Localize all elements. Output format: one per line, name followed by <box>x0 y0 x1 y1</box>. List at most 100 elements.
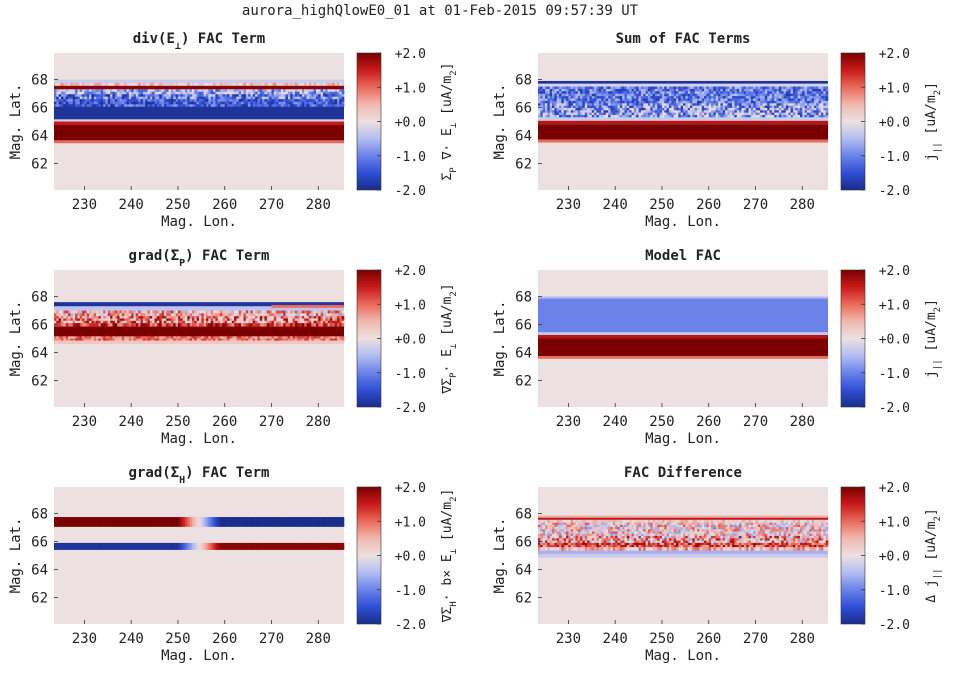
heatmap-cell <box>255 316 258 319</box>
heatmap-cell <box>152 338 155 341</box>
heatmap-cell <box>640 533 644 537</box>
heatmap-cell <box>329 99 333 102</box>
heatmap-cell <box>341 89 345 93</box>
heatmap-cell <box>299 96 303 100</box>
heatmap-cell <box>199 89 202 93</box>
heatmap-cell <box>54 310 57 314</box>
heatmap-cell <box>795 100 798 104</box>
heatmap-cell <box>661 112 665 116</box>
heatmap-cell <box>93 89 97 93</box>
heatmap-cell <box>189 89 193 93</box>
heatmap-cell <box>311 96 314 100</box>
heatmap-cell <box>266 104 270 108</box>
colorbar-tick-label: +1.0 <box>395 81 426 96</box>
heatmap-cell <box>652 107 656 111</box>
heatmap-cell <box>715 529 719 532</box>
heatmap-cell <box>598 107 602 111</box>
heatmap-cell <box>757 107 761 111</box>
heatmap-cell <box>114 323 118 327</box>
heatmap-cell <box>750 96 754 99</box>
heatmap-cell <box>54 104 57 108</box>
heatmap-cell <box>788 100 791 104</box>
heatmap-cell <box>322 99 326 102</box>
heatmap-cell <box>713 531 717 535</box>
heatmap-cell <box>643 529 646 532</box>
heatmap-cell <box>58 89 62 93</box>
heatmap-cell <box>746 88 749 92</box>
heatmap-cell <box>61 104 64 108</box>
heatmap-cell <box>598 88 602 92</box>
heatmap-cell <box>336 542 340 550</box>
heatmap-cell <box>767 527 770 530</box>
heatmap-cell <box>91 310 95 314</box>
heatmap-cell <box>320 336 324 339</box>
heatmap-cell <box>278 336 282 339</box>
heatmap-cell <box>762 100 766 104</box>
heatmap-cell <box>783 98 787 102</box>
heatmap-cell <box>98 338 102 341</box>
panel-title: div(E⊥) FAC Term <box>133 31 265 52</box>
heatmap-cell <box>612 86 616 90</box>
heatmap-cell <box>594 531 597 535</box>
heatmap-cell <box>671 103 674 106</box>
heatmap-cell <box>255 91 258 95</box>
heatmap-cell <box>156 323 160 327</box>
heatmap-cell <box>601 533 604 537</box>
heatmap-cell <box>650 105 653 109</box>
heatmap-cell <box>552 103 555 106</box>
heatmap-cell <box>584 527 588 530</box>
heatmap-cell <box>633 527 637 530</box>
heatmap-cell <box>86 89 90 93</box>
heatmap-cell <box>643 98 646 102</box>
heatmap-cell <box>110 318 113 322</box>
heatmap-cell <box>538 91 541 95</box>
heatmap-cell <box>285 96 289 100</box>
heatmap-cell <box>654 531 658 535</box>
heatmap-cell <box>72 99 76 102</box>
heatmap-cell <box>173 542 176 550</box>
heatmap-cell <box>580 533 583 537</box>
heatmap-cell <box>93 336 97 339</box>
heatmap-cell <box>210 101 214 105</box>
heatmap-cell <box>250 323 254 327</box>
heatmap-cell <box>764 93 768 97</box>
heatmap-cell <box>612 112 616 116</box>
heatmap-cell <box>582 105 586 109</box>
heatmap-cell <box>792 522 796 526</box>
heatmap-cell <box>654 529 658 532</box>
heatmap-cell <box>797 110 801 113</box>
heatmap-cell <box>63 89 66 93</box>
heatmap-cell <box>746 531 749 535</box>
heatmap-cell <box>82 336 85 339</box>
heatmap-cell <box>194 517 197 527</box>
heatmap-cell <box>659 519 663 523</box>
heatmap-cell <box>243 316 247 319</box>
heatmap-cell <box>208 517 211 527</box>
colorbar-tick-label: +0.0 <box>395 550 426 565</box>
heatmap-cell <box>245 96 249 100</box>
heatmap-cell <box>252 91 256 95</box>
heatmap-cell <box>711 522 714 526</box>
heatmap-cell <box>764 531 768 535</box>
heatmap-cell <box>760 531 763 535</box>
heatmap-cell <box>245 94 249 97</box>
heatmap-cell <box>666 86 670 90</box>
heatmap-cell <box>746 114 749 118</box>
heatmap-cell <box>222 91 226 95</box>
heatmap-cell <box>156 316 160 319</box>
heatmap-cell <box>79 313 83 317</box>
heatmap-cell <box>245 320 249 324</box>
heatmap-cell <box>608 114 611 118</box>
heatmap-cell <box>683 529 686 532</box>
heatmap-cell <box>694 533 698 537</box>
heatmap-cell <box>131 313 134 317</box>
heatmap-cell <box>582 519 586 523</box>
heatmap-cell <box>264 320 268 324</box>
heatmap-cell <box>687 98 691 102</box>
heatmap-cell <box>89 310 92 314</box>
heatmap-cell <box>657 533 660 537</box>
heatmap-cell <box>213 89 216 93</box>
heatmap-cell <box>133 101 137 105</box>
heatmap-cell <box>638 524 642 528</box>
